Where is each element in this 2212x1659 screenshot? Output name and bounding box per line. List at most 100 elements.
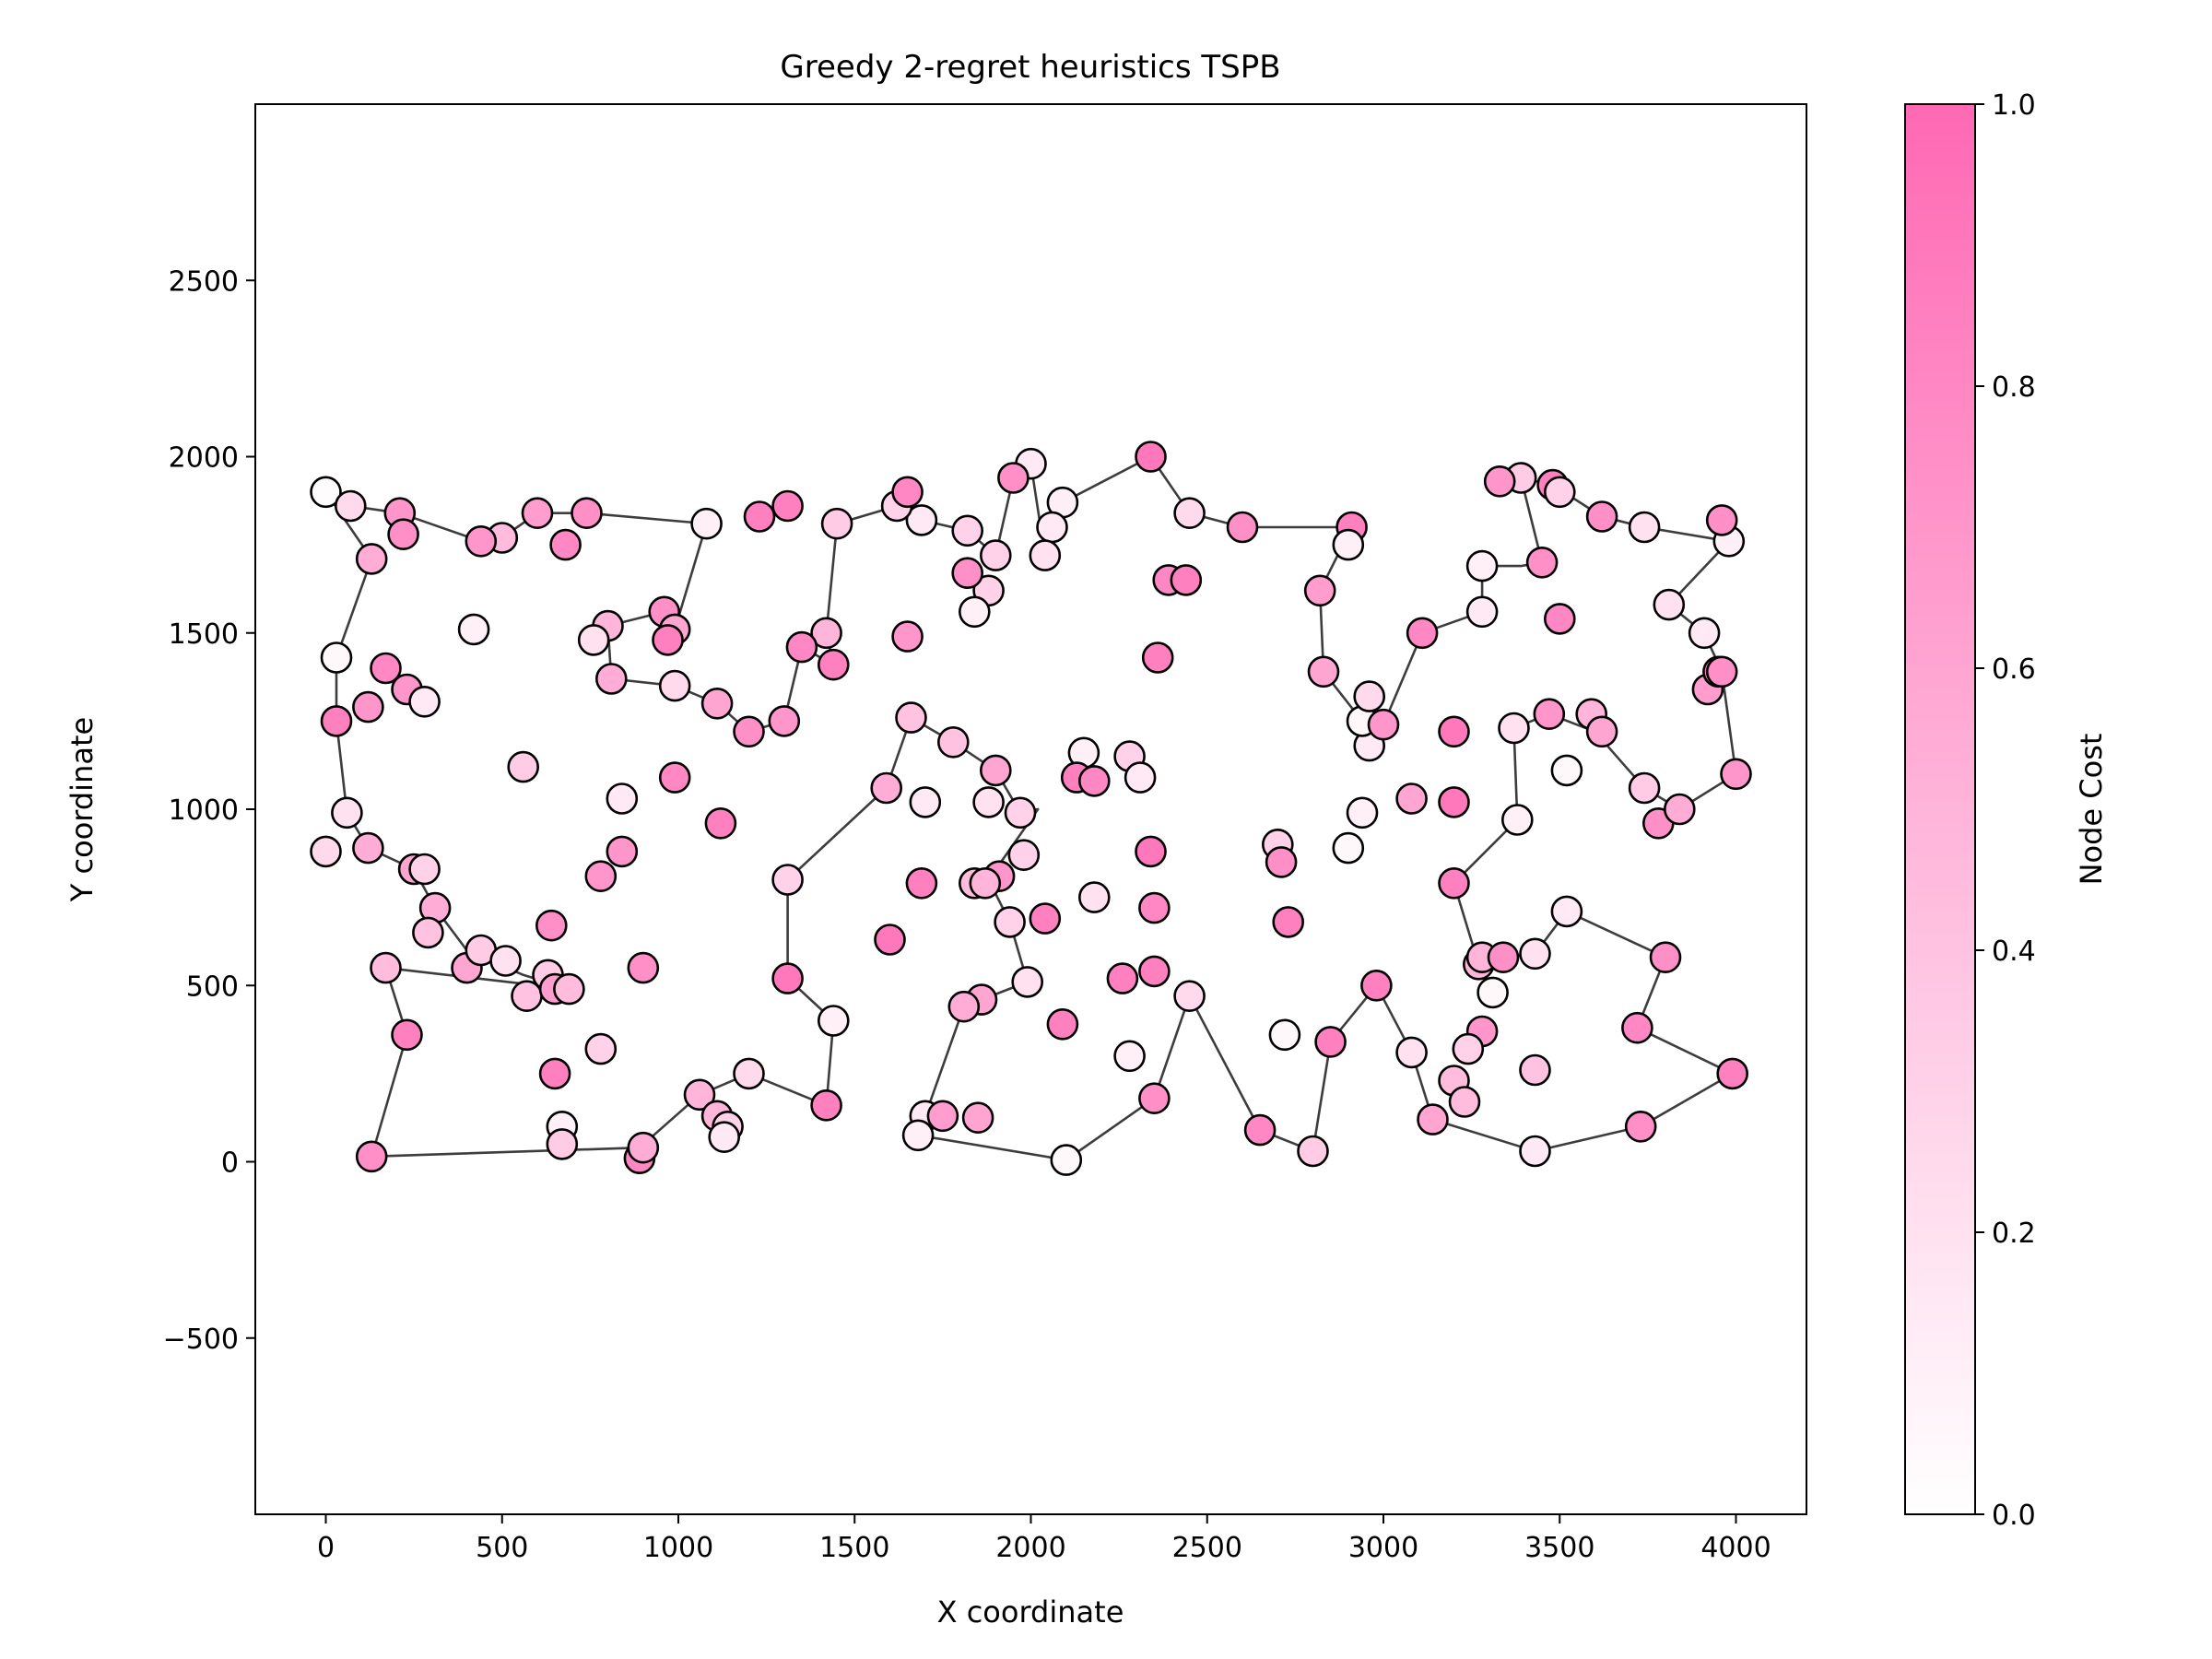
node-point: [1501, 804, 1534, 836]
node-point: [1332, 528, 1365, 561]
node-point: [1621, 1011, 1653, 1044]
node-point: [1170, 564, 1203, 596]
node-point: [937, 725, 970, 759]
node-point: [926, 1100, 959, 1133]
node-point: [627, 951, 660, 984]
x-axis-label: X coordinate: [937, 1594, 1124, 1630]
y-tick-label: 2500: [169, 265, 239, 298]
node-point: [700, 687, 734, 720]
node-point: [733, 1057, 765, 1090]
node-point: [1395, 1036, 1428, 1069]
node-point: [874, 924, 906, 956]
node-point: [408, 853, 441, 886]
y-axis-label: Y coordinate: [65, 717, 100, 902]
node-point: [457, 613, 490, 646]
node-point: [969, 866, 1002, 900]
x-tick-label: 2500: [1172, 1532, 1242, 1564]
x-tick-label: 1500: [819, 1532, 889, 1564]
node-point: [1360, 970, 1393, 1002]
node-point: [546, 1128, 579, 1160]
node-point: [1173, 497, 1206, 530]
node-point: [606, 835, 639, 868]
node-point: [1141, 641, 1174, 674]
node-point: [771, 489, 804, 523]
node-point: [961, 1101, 994, 1134]
node-point: [1649, 941, 1682, 973]
node-point: [1525, 546, 1559, 579]
node-point: [1303, 574, 1336, 607]
node-point: [1705, 504, 1738, 536]
node-point: [1533, 698, 1566, 731]
y-axis-ticks: −500 0 500 1000 1500 2000 2500: [163, 265, 255, 1356]
node-point: [1519, 1053, 1551, 1087]
x-tick-label: 3000: [1348, 1532, 1418, 1564]
node-point: [1550, 754, 1583, 787]
node-point: [352, 690, 384, 724]
node-point: [1716, 1057, 1748, 1090]
node-point: [1406, 617, 1439, 650]
node-point: [1078, 881, 1111, 913]
node-point: [1135, 441, 1167, 473]
node-point: [951, 514, 983, 547]
node-point: [571, 497, 603, 530]
node-point: [905, 866, 938, 900]
node-point: [1243, 1113, 1277, 1147]
node-point: [1585, 715, 1618, 748]
node-point: [683, 1078, 716, 1112]
node-point: [1448, 1086, 1481, 1118]
node-point: [594, 663, 628, 695]
node-point: [507, 750, 540, 783]
node-point: [1124, 761, 1157, 794]
colorbar-tick-label: 0.2: [1992, 1218, 2036, 1250]
node-point: [817, 648, 850, 681]
node-point: [1438, 715, 1470, 748]
node-point: [733, 715, 765, 748]
node-point: [1332, 831, 1365, 865]
colorbar-tick-label: 0.0: [1992, 1500, 2036, 1532]
node-point: [891, 476, 924, 509]
y-tick-label: 0: [221, 1147, 239, 1180]
node-point: [1465, 549, 1499, 582]
colorbar-tick-label: 1.0: [1992, 89, 2036, 122]
node-point: [320, 641, 353, 674]
node-point: [370, 951, 402, 984]
node-point: [535, 909, 568, 942]
x-tick-label: 1000: [643, 1532, 713, 1564]
colorbar-tick-label: 0.8: [1992, 371, 2036, 404]
colorbar-ticks: 0.0 0.2 0.4 0.6 0.8 1.0: [1975, 89, 2036, 1532]
node-point: [810, 1089, 842, 1122]
node-point: [1664, 793, 1696, 826]
y-tick-label: −500: [163, 1324, 239, 1356]
node-point: [538, 1057, 571, 1090]
colorbar-label: Node Cost: [2074, 734, 2109, 886]
node-point: [412, 916, 444, 949]
node-point: [1307, 655, 1340, 688]
node-point: [627, 1131, 660, 1164]
node-point: [771, 864, 804, 896]
node-point: [658, 669, 691, 702]
node-point: [1078, 765, 1111, 797]
node-point: [465, 524, 498, 558]
node-point: [1138, 955, 1171, 988]
node-point: [994, 906, 1026, 938]
node-point: [1113, 1040, 1146, 1073]
node-point: [1705, 655, 1738, 688]
node-point: [370, 652, 402, 685]
node-point: [1465, 595, 1499, 629]
node-point: [1046, 1008, 1079, 1041]
tsp-nodes: [310, 441, 1752, 1176]
node-point: [997, 462, 1030, 494]
node-point: [1519, 937, 1551, 971]
node-point: [1483, 465, 1516, 498]
node-point: [959, 595, 991, 629]
node-point: [489, 945, 522, 977]
node-point: [1438, 786, 1470, 818]
node-point: [1297, 1135, 1329, 1168]
node-point: [334, 489, 367, 523]
node-point: [1050, 1144, 1083, 1176]
node-point: [972, 786, 1005, 818]
node-point: [652, 624, 684, 656]
node-point: [947, 990, 981, 1023]
x-tick-label: 2000: [995, 1532, 1065, 1564]
